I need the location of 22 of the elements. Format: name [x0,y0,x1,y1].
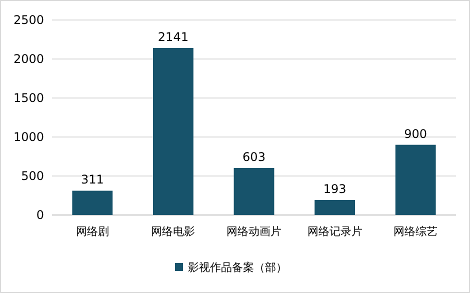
y-tick-label: 2000 [13,52,44,66]
bar [72,190,113,215]
bar [314,200,355,215]
data-label: 311 [80,172,104,187]
x-tick-label: 网络剧 [76,225,109,238]
y-tick-label: 500 [21,169,44,184]
bar [153,48,194,215]
data-label: 193 [323,182,346,196]
data-label: 603 [242,150,266,164]
bar [395,144,436,215]
data-label: 900 [404,126,428,141]
y-tick-label: 1500 [13,91,44,106]
x-tick-label: 网络综艺 [394,225,438,238]
legend-label: 影视作品备案（部） [188,260,287,274]
y-tick-label: 2500 [13,13,44,28]
y-tick-label: 0 [36,208,44,222]
data-label: 2141 [158,30,188,44]
y-tick-label: 1000 [13,130,44,144]
x-tick-label: 网络电影 [151,225,196,238]
x-tick-label: 网络动画片 [226,225,282,238]
x-tick-label: 网络记录片 [307,225,362,238]
bar [234,168,274,215]
